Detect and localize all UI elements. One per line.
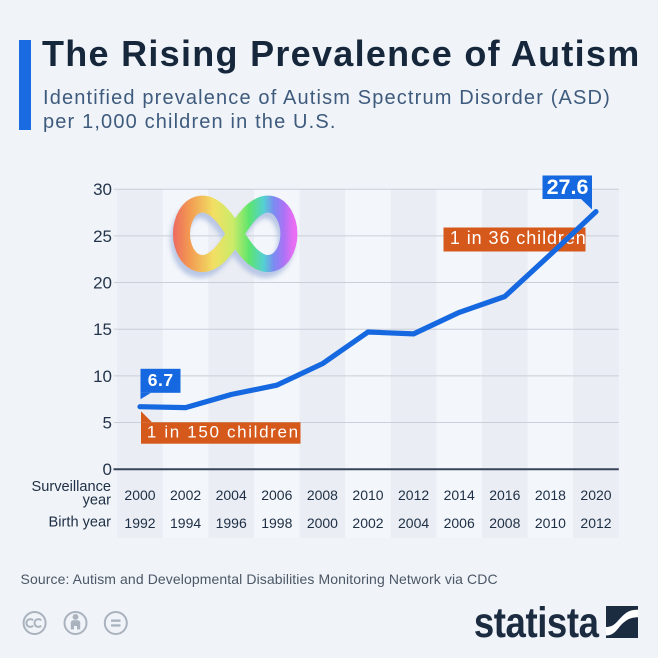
svg-text:1998: 1998 <box>261 515 292 531</box>
svg-text:27.6: 27.6 <box>547 175 589 199</box>
svg-text:2000: 2000 <box>124 487 155 503</box>
svg-text:2014: 2014 <box>444 487 475 503</box>
svg-text:Birth year: Birth year <box>49 514 112 530</box>
svg-text:2008: 2008 <box>489 515 520 531</box>
svg-text:5: 5 <box>103 414 112 433</box>
svg-text:20: 20 <box>93 274 112 293</box>
svg-text:2006: 2006 <box>444 515 475 531</box>
svg-text:2002: 2002 <box>352 515 383 531</box>
svg-text:0: 0 <box>103 460 112 479</box>
svg-text:2002: 2002 <box>170 487 201 503</box>
svg-text:2012: 2012 <box>580 515 611 531</box>
svg-text:2010: 2010 <box>535 515 566 531</box>
svg-text:2008: 2008 <box>307 487 338 503</box>
svg-text:1 in 36 children: 1 in 36 children <box>450 228 587 248</box>
svg-text:2012: 2012 <box>398 487 429 503</box>
svg-text:2018: 2018 <box>535 487 566 503</box>
svg-text:1994: 1994 <box>170 515 201 531</box>
svg-text:30: 30 <box>93 180 112 199</box>
svg-text:6.7: 6.7 <box>148 370 174 390</box>
svg-text:10: 10 <box>93 367 112 386</box>
svg-text:1 in 150 children: 1 in 150 children <box>147 422 300 441</box>
svg-text:2004: 2004 <box>216 487 247 503</box>
svg-text:Surveillance: Surveillance <box>32 479 112 495</box>
svg-text:year: year <box>83 492 112 508</box>
svg-text:1996: 1996 <box>216 515 247 531</box>
svg-text:15: 15 <box>93 320 112 339</box>
svg-text:1992: 1992 <box>124 515 155 531</box>
svg-text:25: 25 <box>93 227 112 246</box>
svg-text:2004: 2004 <box>398 515 429 531</box>
svg-text:2020: 2020 <box>580 487 611 503</box>
svg-text:2000: 2000 <box>307 515 338 531</box>
svg-text:2016: 2016 <box>489 487 520 503</box>
svg-text:2006: 2006 <box>261 487 292 503</box>
svg-text:2010: 2010 <box>352 487 383 503</box>
